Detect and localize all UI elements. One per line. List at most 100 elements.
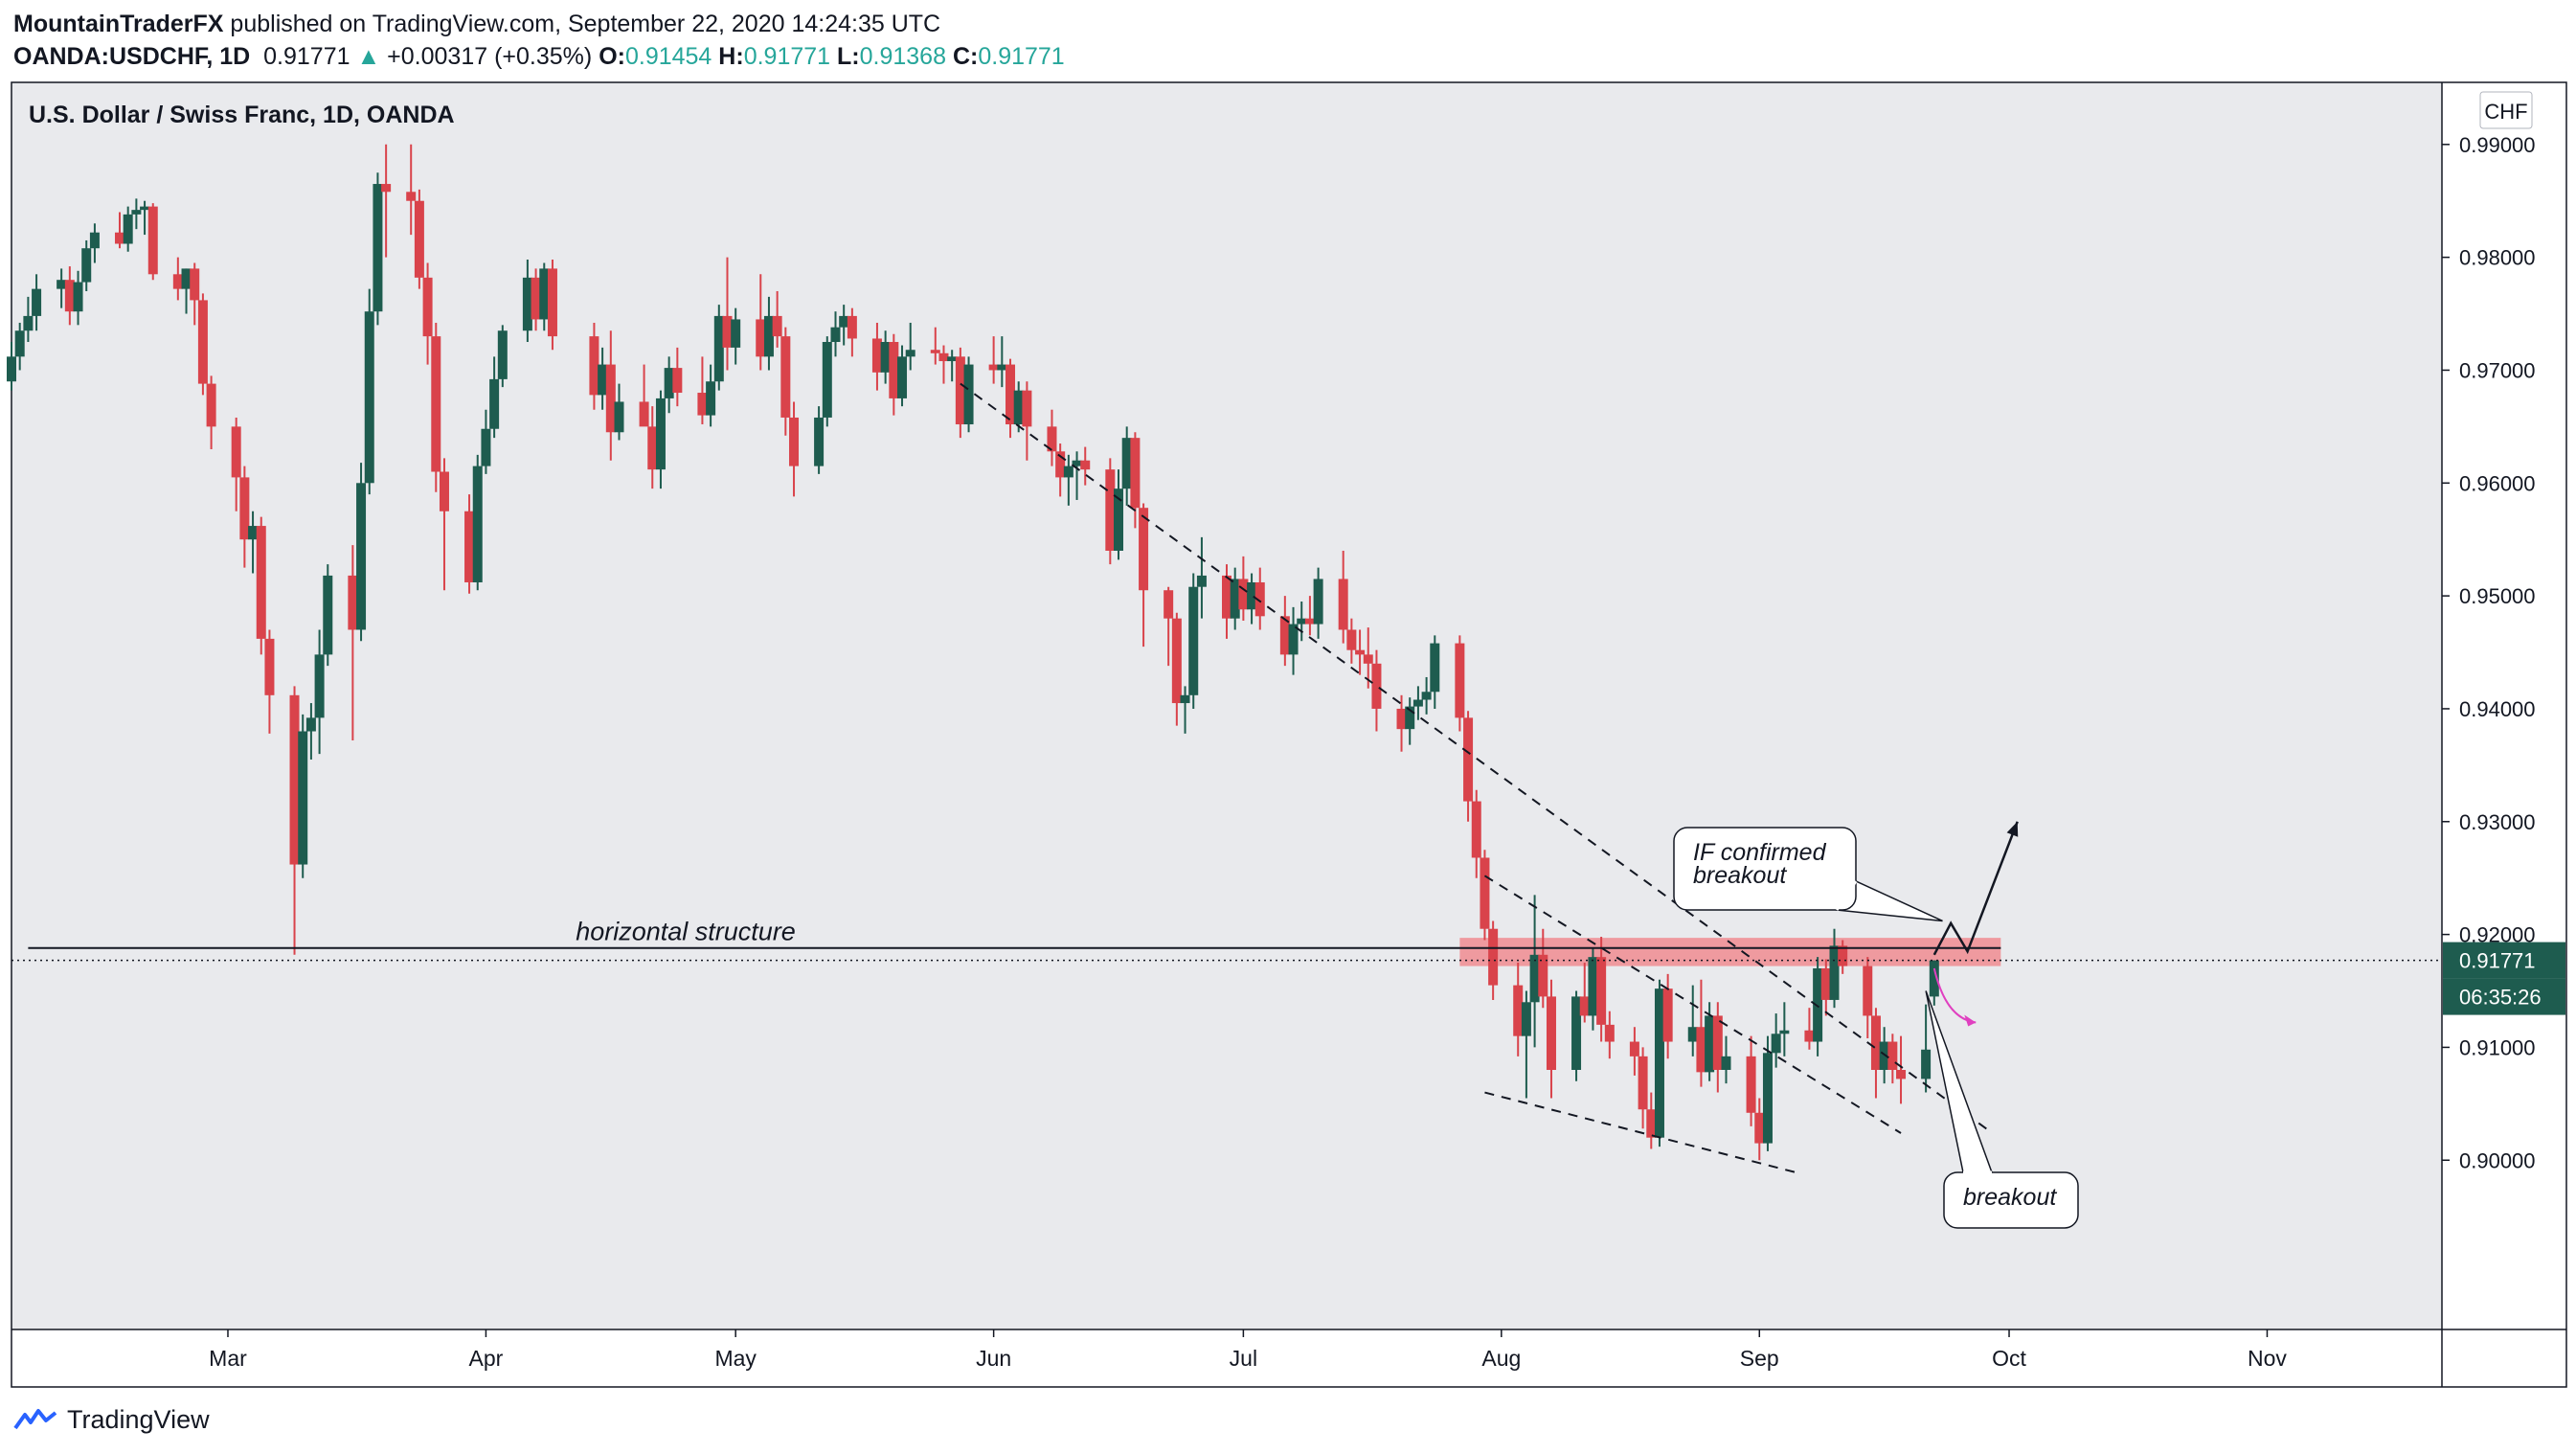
time-tick-label: Nov [2248, 1346, 2287, 1371]
candle-down [1130, 438, 1141, 509]
candle-up [947, 356, 958, 362]
candle-down [1139, 508, 1149, 591]
candle-up [1188, 586, 1199, 695]
candle-down [1171, 618, 1182, 704]
candle-up [131, 210, 142, 215]
candle-up [1929, 960, 1939, 997]
candle-up [472, 466, 483, 582]
tradingview-logo-icon[interactable] [13, 1407, 57, 1432]
candle-down [697, 393, 708, 416]
candle-up [905, 350, 915, 357]
candle-up [32, 288, 42, 316]
candle-down [1463, 717, 1474, 802]
symbol-label: OANDA:USDCHF, 1D [13, 43, 251, 70]
candle-up [1779, 1030, 1790, 1034]
chart-header: MountainTraderFX published on TradingVie… [13, 8, 1354, 73]
candle-up [497, 330, 508, 379]
candle-up [323, 575, 333, 655]
candle-down [772, 315, 782, 337]
last-price-badge [2443, 942, 2565, 979]
candle-up [963, 364, 974, 425]
candle-down [1480, 857, 1490, 929]
tradingview-brand[interactable]: TradingView [67, 1404, 210, 1434]
last-price-value: 0.91771 [263, 43, 350, 70]
candle-up [1196, 575, 1207, 587]
candle-down [1804, 1030, 1815, 1042]
candle-up [814, 417, 825, 466]
rejection-arrowhead [1964, 1014, 1977, 1027]
time-tick-label: Mar [209, 1346, 247, 1371]
candle-down [1604, 1024, 1615, 1042]
candle-down [1055, 451, 1066, 478]
candle-up [1230, 579, 1240, 619]
candle-down [348, 575, 358, 630]
candle-down [1471, 801, 1481, 858]
candle-up [1571, 996, 1582, 1070]
candle-down [206, 383, 216, 427]
high-label: H: [718, 43, 744, 70]
time-tick-label: Oct [1992, 1346, 2026, 1371]
time-tick-label: May [714, 1346, 757, 1371]
candle-up [81, 248, 92, 283]
candle-down [1538, 954, 1548, 997]
candle-down [780, 336, 791, 418]
candle-down [1887, 1041, 1898, 1070]
price-tick-label: 0.90000 [2459, 1148, 2536, 1172]
candle-down [1746, 1056, 1756, 1113]
candle-up [314, 654, 325, 718]
candle-down [789, 417, 800, 466]
candle-up [73, 282, 83, 312]
candle-down [172, 274, 183, 289]
candle-down [1222, 575, 1232, 619]
candle-up [1829, 945, 1840, 1000]
candle-up [298, 731, 308, 865]
candle-up [1121, 438, 1132, 489]
candle-down [930, 350, 940, 353]
candle-up [56, 280, 67, 289]
candle-down [1696, 1027, 1706, 1073]
candle-down [1396, 708, 1407, 730]
price-tick-label: 0.93000 [2459, 810, 2536, 834]
candle-down [639, 401, 649, 427]
change-value: +0.00317 (+0.35%) [387, 43, 593, 70]
candle-up [522, 277, 532, 331]
candle-down [1754, 1112, 1765, 1144]
candle-down [197, 300, 208, 384]
candle-down [1579, 996, 1590, 1016]
time-axis[interactable]: Mar Apr May Jun Jul Aug Sep Oct Nov [209, 1329, 2287, 1371]
candle-up [356, 483, 367, 630]
projection-path [1932, 821, 2019, 956]
close-label: C: [952, 43, 979, 70]
candle-up [1921, 1049, 1932, 1079]
candle-up [364, 311, 374, 484]
candle-down [871, 338, 882, 373]
publisher-name[interactable]: MountainTraderFX [13, 11, 224, 37]
candle-up [1412, 699, 1423, 707]
price-tick-label: 0.98000 [2459, 246, 2536, 270]
callout-text: IF confirmed [1693, 839, 1827, 866]
price-axis-panel [2442, 82, 2566, 1329]
candle-down [414, 200, 424, 278]
candle-down [406, 192, 417, 201]
candle-up [140, 206, 150, 211]
callout-breakout: breakout [1925, 990, 2079, 1229]
candle-down [1080, 460, 1091, 470]
candle-down [256, 526, 266, 639]
time-axis-panel [11, 1329, 2566, 1387]
candle-up [1421, 692, 1432, 700]
candle-down [1870, 1015, 1881, 1070]
candlestick-chart[interactable]: 0.900000.910000.920000.930000.940000.950… [0, 0, 2576, 1389]
candle-down [589, 336, 599, 396]
price-axis[interactable]: 0.900000.910000.920000.930000.940000.950… [2442, 133, 2536, 1172]
candle-down [422, 277, 433, 337]
candle-up [1180, 694, 1190, 704]
candle-up [1521, 1002, 1531, 1036]
candle-down [1022, 390, 1032, 427]
trendline [1484, 1091, 1801, 1175]
candle-down [722, 315, 733, 348]
projection-arrowhead [2006, 821, 2019, 837]
candle-up [1013, 390, 1024, 425]
countdown-badge [2443, 978, 2565, 1015]
price-tick-label: 0.91000 [2459, 1035, 2536, 1059]
